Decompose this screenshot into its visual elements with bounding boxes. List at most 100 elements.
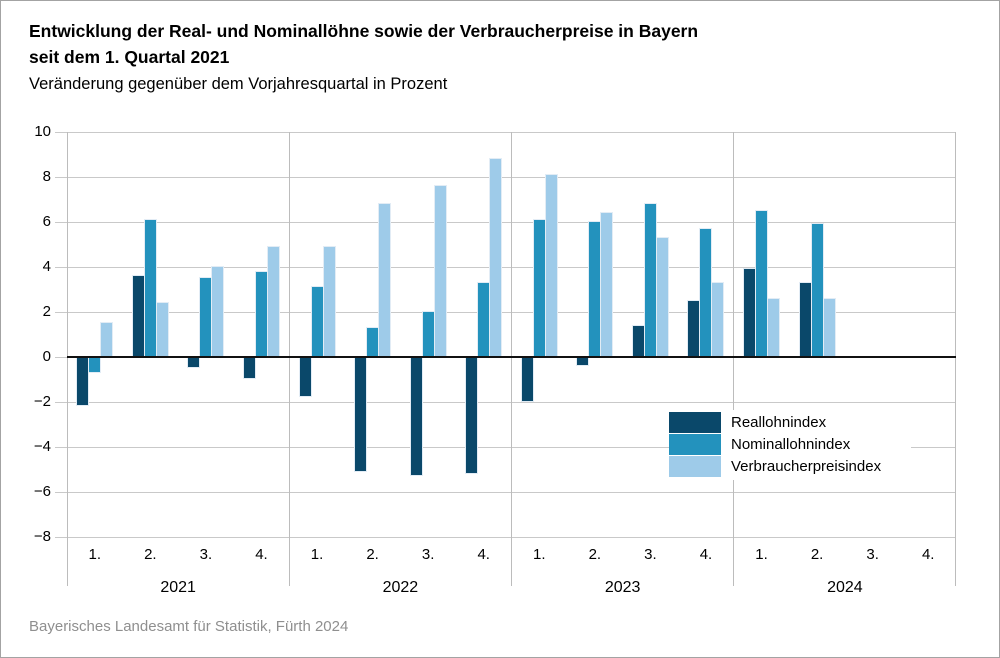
y-axis-tick bbox=[55, 536, 67, 538]
y-axis-label: −8 bbox=[33, 528, 51, 545]
bar-reallohnindex-2021-q1 bbox=[77, 358, 89, 406]
x-axis-quarter-label: 4. bbox=[921, 546, 935, 563]
bar-verbraucherpreisindex-2024-q1 bbox=[768, 298, 780, 357]
legend-label: Verbraucherpreisindex bbox=[731, 457, 882, 475]
bar-verbraucherpreisindex-2023-q2 bbox=[601, 213, 613, 357]
x-axis-year-label: 2022 bbox=[382, 579, 419, 596]
x-axis-quarter-label: 1. bbox=[310, 546, 324, 563]
bar-nominallohnindex-2023-q1 bbox=[533, 219, 545, 357]
x-axis-quarter-label: 1. bbox=[755, 546, 768, 563]
x-axis-quarter-label: 3. bbox=[644, 546, 657, 563]
bar-nominallohnindex-2022-q1 bbox=[311, 287, 323, 357]
y-axis-line bbox=[67, 132, 68, 586]
y-axis-tick bbox=[55, 131, 67, 133]
y-axis-label: −4 bbox=[33, 438, 51, 455]
bar-nominallohnindex-2021-q4 bbox=[255, 271, 267, 357]
y-axis-label: 2 bbox=[42, 303, 51, 320]
y-axis-tick bbox=[55, 446, 67, 448]
y-axis-label: −6 bbox=[33, 483, 51, 500]
bar-reallohnindex-2022-q4 bbox=[466, 358, 478, 473]
y-axis-label: 4 bbox=[42, 258, 51, 275]
legend-row: Reallohnindex bbox=[669, 411, 881, 433]
bar-verbraucherpreisindex-2023-q3 bbox=[656, 237, 668, 357]
bar-reallohnindex-2022-q3 bbox=[410, 358, 422, 475]
x-axis-quarter-label: 4. bbox=[699, 546, 713, 563]
bar-verbraucherpreisindex-2023-q1 bbox=[545, 174, 557, 357]
bar-verbraucherpreisindex-2022-q2 bbox=[379, 204, 391, 357]
bar-nominallohnindex-2021-q1 bbox=[89, 358, 101, 372]
bar-verbraucherpreisindex-2024-q2 bbox=[823, 298, 835, 357]
year-divider-line bbox=[733, 132, 735, 586]
y-axis-label: 0 bbox=[42, 348, 51, 365]
bar-verbraucherpreisindex-2023-q4 bbox=[712, 282, 724, 357]
x-axis-quarter-label: 1. bbox=[533, 546, 546, 563]
bar-verbraucherpreisindex-2021-q3 bbox=[212, 267, 224, 357]
x-axis-year-label: 2024 bbox=[827, 579, 863, 596]
year-divider-line bbox=[511, 132, 512, 586]
bar-reallohnindex-2021-q3 bbox=[188, 358, 200, 367]
plot-area: 1. 2. 3. 4. 2021 1. 2. 3. 4. 2022 1. 2. 3. 4. 2023 1. 2.… bbox=[55, 131, 956, 596]
bar-verbraucherpreisindex-2022-q1 bbox=[323, 246, 335, 357]
bar-reallohnindex-2023-q1 bbox=[521, 358, 533, 401]
y-axis-tick bbox=[55, 401, 67, 403]
y-axis-label: 6 bbox=[42, 213, 51, 230]
bar-nominallohnindex-2023-q2 bbox=[589, 222, 601, 357]
legend-swatch-reallohnindex bbox=[669, 411, 721, 433]
bar-reallohnindex-2021-q4 bbox=[243, 358, 255, 379]
x-axis-quarter-label: 3. bbox=[421, 546, 435, 563]
bar-nominallohnindex-2023-q3 bbox=[644, 204, 656, 357]
y-axis-tick bbox=[55, 176, 67, 178]
legend-label: Reallohnindex bbox=[731, 413, 827, 431]
y-axis-tick bbox=[55, 491, 67, 493]
x-axis-quarter-label: 3. bbox=[199, 546, 213, 563]
bar-nominallohnindex-2023-q4 bbox=[700, 228, 712, 357]
x-axis-year-label: 2023 bbox=[604, 579, 641, 596]
bar-nominallohnindex-2022-q2 bbox=[367, 327, 379, 357]
y-axis-tick bbox=[55, 266, 67, 268]
y-axis-labels: 10 8 6 4 2 0 −2 −4 −6 −8 bbox=[1, 123, 51, 545]
y-axis-tick bbox=[55, 356, 67, 358]
bar-reallohnindex-2022-q1 bbox=[299, 358, 311, 397]
chart-title-line1: Entwicklung der Real- und Nominallöhne s… bbox=[29, 21, 699, 41]
bar-reallohnindex-2023-q3 bbox=[632, 325, 644, 357]
year-divider-line bbox=[955, 132, 956, 586]
zero-axis-line bbox=[67, 356, 956, 358]
bar-reallohnindex-2022-q2 bbox=[355, 358, 367, 471]
chart-title-line2: seit dem 1. Quartal 2021 bbox=[29, 46, 230, 67]
y-axis-tick bbox=[55, 221, 67, 223]
x-axis-quarter-label: 3. bbox=[866, 546, 879, 563]
y-axis-label: 10 bbox=[34, 123, 51, 140]
chart-legend: Reallohnindex Nominallohnindex Verbraucher… bbox=[669, 410, 912, 480]
bar-verbraucherpreisindex-2022-q3 bbox=[434, 186, 446, 357]
chart-header: Entwicklung der Real- und Nominallöhne s… bbox=[29, 19, 698, 96]
bar-nominallohnindex-2021-q2 bbox=[144, 219, 156, 357]
chart-subtitle: Veränderung gegenüber dem Vorjahresquart… bbox=[29, 75, 448, 93]
bar-nominallohnindex-2022-q4 bbox=[478, 282, 490, 357]
bar-reallohnindex-2024-q2 bbox=[799, 282, 811, 357]
bar-verbraucherpreisindex-2021-q4 bbox=[267, 246, 279, 357]
bar-verbraucherpreisindex-2021-q2 bbox=[156, 303, 168, 357]
bar-nominallohnindex-2022-q3 bbox=[422, 312, 434, 357]
bar-nominallohnindex-2021-q3 bbox=[200, 278, 212, 357]
x-axis-quarter-label: 1. bbox=[88, 546, 102, 563]
y-axis-label: 8 bbox=[42, 168, 51, 185]
bar-verbraucherpreisindex-2021-q1 bbox=[101, 323, 113, 357]
bar-reallohnindex-2021-q2 bbox=[132, 276, 144, 357]
y-axis-label: −2 bbox=[33, 393, 51, 410]
y-axis-tick bbox=[55, 311, 67, 313]
bar-nominallohnindex-2024-q1 bbox=[756, 210, 768, 357]
legend-row: Nominallohnindex bbox=[669, 433, 881, 455]
bar-nominallohnindex-2024-q2 bbox=[811, 224, 823, 357]
legend-rows: Reallohnindex Nominallohnindex Verbraucher… bbox=[669, 411, 881, 477]
x-axis-quarter-label: 2. bbox=[588, 546, 602, 563]
bar-reallohnindex-2024-q1 bbox=[744, 269, 756, 357]
x-axis-quarter-label: 2. bbox=[144, 546, 157, 563]
bar-verbraucherpreisindex-2022-q4 bbox=[490, 159, 502, 357]
bar-reallohnindex-2023-q4 bbox=[688, 300, 700, 357]
x-axis-quarter-label: 4. bbox=[255, 546, 268, 563]
year-divider-line bbox=[288, 132, 290, 586]
legend-swatch-nominallohnindex bbox=[669, 433, 721, 455]
x-axis-quarter-label: 4. bbox=[477, 546, 490, 563]
legend-label: Nominallohnindex bbox=[731, 435, 851, 453]
